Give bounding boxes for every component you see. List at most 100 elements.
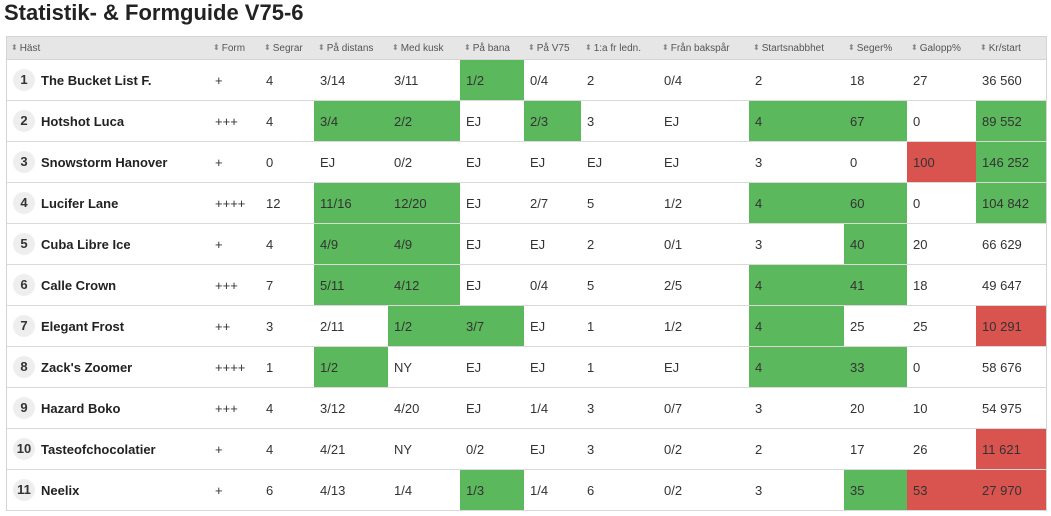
- column-header-label: Från bakspår: [670, 42, 730, 54]
- stat-cell: ++++: [209, 182, 261, 224]
- stat-cell: 1/2: [388, 305, 461, 347]
- stat-cell: 1/4: [524, 469, 582, 511]
- stat-cell: EJ: [524, 305, 582, 347]
- column-header-8[interactable]: ⬍ Från bakspår: [658, 37, 750, 60]
- column-header-0[interactable]: ⬍ Häst: [7, 37, 210, 60]
- stat-cell: 0/2: [460, 428, 525, 470]
- column-header-label: På V75: [536, 42, 570, 54]
- stat-cell: EJ: [581, 141, 659, 183]
- stat-cell: 2: [581, 223, 659, 265]
- stat-cell: 10 291: [976, 305, 1047, 347]
- stat-cell: 4: [749, 264, 845, 306]
- stat-cell: 3/12: [314, 387, 389, 429]
- column-header-4[interactable]: ⬍ Med kusk: [388, 37, 461, 60]
- table-row[interactable]: 3 Snowstorm Hanover +0 EJ 0/2 EJ EJ EJ EJ 3 0 100 14…: [7, 141, 1047, 183]
- page-title: Statistik- & Formguide V75-6: [4, 0, 304, 25]
- stat-cell: +: [209, 59, 261, 101]
- table-row[interactable]: 9 Hazard Boko +++ 4 3/12 4/20 EJ 1/4 3 0/7 3 20 10 54…: [7, 387, 1047, 429]
- column-header-label: Galopp%: [919, 42, 961, 54]
- start-number-badge: 5: [13, 233, 35, 255]
- column-header-7[interactable]: ⬍ 1:a fr ledn.: [581, 37, 659, 60]
- stat-cell: +: [209, 469, 261, 511]
- stat-cell: 0/2: [658, 469, 750, 511]
- stat-cell: 3: [581, 387, 659, 429]
- start-number-cell: 1: [7, 59, 39, 101]
- stat-cell: EJ: [524, 223, 582, 265]
- stat-cell: 27 970: [976, 469, 1047, 511]
- stat-cell: 4: [260, 223, 315, 265]
- table-row[interactable]: 8 Zack's Zoomer ++++ 1 1/2 NY EJ EJ 1 EJ 4 33 0 58 67…: [7, 346, 1047, 388]
- column-header-12[interactable]: ⬍ Kr/start: [976, 37, 1047, 60]
- stat-cell: 3: [749, 387, 845, 429]
- stat-cell: 4: [260, 428, 315, 470]
- stat-cell: 3: [749, 223, 845, 265]
- horse-name[interactable]: Neelix: [39, 469, 210, 511]
- start-number-badge: 7: [13, 315, 35, 337]
- start-number-badge: 11: [13, 479, 35, 501]
- column-header-label: Med kusk: [400, 42, 444, 54]
- column-header-5[interactable]: ⬍ På bana: [460, 37, 525, 60]
- stat-cell: 89 552: [976, 100, 1047, 142]
- stat-cell: +++: [209, 387, 261, 429]
- column-header-10[interactable]: ⬍ Seger%: [844, 37, 908, 60]
- horse-name[interactable]: Hotshot Luca: [39, 100, 210, 142]
- stat-cell: 4: [749, 182, 845, 224]
- horse-name[interactable]: Calle Crown: [39, 264, 210, 306]
- column-header-6[interactable]: ⬍ På V75: [524, 37, 582, 60]
- table-row[interactable]: 1 The Bucket List F. +4 3/14 3/11 1/2 0/4 2 0/4 2…: [7, 59, 1047, 101]
- stat-cell: 4: [749, 346, 845, 388]
- table-row[interactable]: 7 Elegant Frost ++ 3 2/11 1/2 3/7 EJ 1 1/2 4 25 25 10…: [7, 305, 1047, 347]
- stat-cell: 2: [749, 428, 845, 470]
- formguide-table: ⬍ Häst ⬍ Form ⬍ Segrar ⬍ På distans ⬍ Med kusk ⬍ På…: [7, 37, 1047, 511]
- horse-name[interactable]: Elegant Frost: [39, 305, 210, 347]
- stat-cell: EJ: [460, 387, 525, 429]
- stat-cell: 25: [907, 305, 977, 347]
- start-number-badge: 4: [13, 192, 35, 214]
- stat-cell: EJ: [524, 428, 582, 470]
- horse-name[interactable]: Zack's Zoomer: [39, 346, 210, 388]
- sort-arrows-icon: ⬍: [753, 42, 760, 52]
- stat-cell: 1/4: [524, 387, 582, 429]
- stat-cell: 3/4: [314, 100, 389, 142]
- stat-cell: 1: [581, 346, 659, 388]
- start-number-cell: 3: [7, 141, 39, 183]
- table-row[interactable]: 10 Tasteofchocolatier +4 4/21 NY 0/2 EJ 3 0/2 2 17…: [7, 428, 1047, 470]
- table-row[interactable]: 4 Lucifer Lane ++++ 12 11/16 12/20 EJ 2/7 5 1/2 4 6…: [7, 182, 1047, 224]
- stat-cell: 26: [907, 428, 977, 470]
- stat-cell: 4/12: [388, 264, 461, 306]
- horse-name[interactable]: Lucifer Lane: [39, 182, 210, 224]
- stat-cell: 4/20: [388, 387, 461, 429]
- stat-cell: 0/2: [388, 141, 461, 183]
- stat-cell: NY: [388, 428, 461, 470]
- table-row[interactable]: 2 Hotshot Luca +++ 4 3/4 2/2 EJ 2/3 3 EJ 4 67 0 89 55…: [7, 100, 1047, 142]
- column-header-label: Häst: [19, 42, 41, 54]
- stat-cell: 2/11: [314, 305, 389, 347]
- column-header-1[interactable]: ⬍ Form: [209, 37, 261, 60]
- stat-cell: 2/2: [388, 100, 461, 142]
- table-row[interactable]: 5 Cuba Libre Ice +4 4/9 4/9 EJ EJ 2 0/1 3 40 20 66 6…: [7, 223, 1047, 265]
- stat-cell: +: [209, 223, 261, 265]
- column-header-9[interactable]: ⬍ Startsnabbhet: [749, 37, 845, 60]
- stat-cell: 1: [260, 346, 315, 388]
- column-header-label: Seger%: [856, 42, 893, 54]
- stat-cell: EJ: [460, 141, 525, 183]
- stat-cell: 33: [844, 346, 908, 388]
- stat-cell: 1/3: [460, 469, 525, 511]
- column-header-11[interactable]: ⬍ Galopp%: [907, 37, 977, 60]
- column-header-2[interactable]: ⬍ Segrar: [260, 37, 315, 60]
- table-row[interactable]: 6 Calle Crown +++ 7 5/11 4/12 EJ 0/4 5 2/5 4 41 18 49…: [7, 264, 1047, 306]
- horse-name[interactable]: Snowstorm Hanover: [39, 141, 210, 183]
- table-row[interactable]: 11 Neelix +6 4/13 1/4 1/3 1/4 6 0/2 3 35 53 27 970: [7, 469, 1047, 511]
- horse-name[interactable]: Hazard Boko: [39, 387, 210, 429]
- start-number-badge: 8: [13, 356, 35, 378]
- sort-arrows-icon: ⬍: [318, 42, 325, 52]
- stat-cell: 0/4: [524, 59, 582, 101]
- column-header-3[interactable]: ⬍ På distans: [314, 37, 389, 60]
- horse-name[interactable]: The Bucket List F.: [39, 59, 210, 101]
- horse-name[interactable]: Tasteofchocolatier: [39, 428, 210, 470]
- stat-cell: 104 842: [976, 182, 1047, 224]
- horse-name[interactable]: Cuba Libre Ice: [39, 223, 210, 265]
- start-number-badge: 1: [13, 69, 35, 91]
- sort-arrows-icon: ⬍: [464, 42, 471, 52]
- stat-cell: 0/2: [658, 428, 750, 470]
